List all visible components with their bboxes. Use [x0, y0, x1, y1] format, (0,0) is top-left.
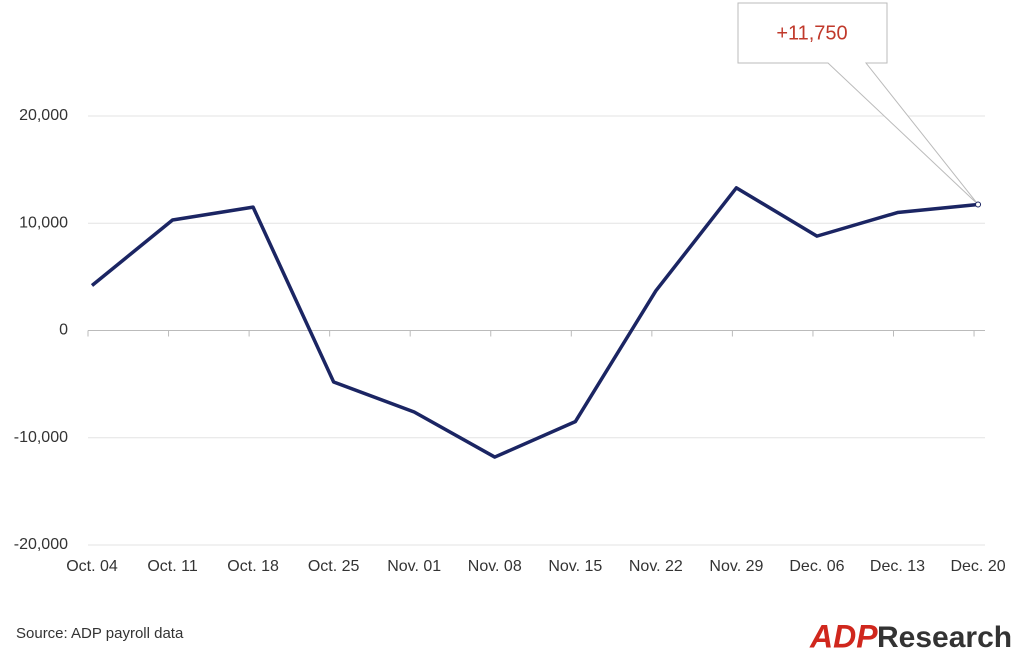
point: [975, 201, 982, 208]
x-tick-label: Oct. 25: [308, 558, 360, 575]
x-tick-label: Nov. 15: [548, 558, 602, 575]
callout-box: [737, 2, 979, 205]
logo-text: Research: [877, 621, 1012, 654]
x-tick-label: Oct. 04: [66, 558, 118, 575]
x-tick-label: Dec. 20: [950, 558, 1005, 575]
source-note: Source: ADP payroll data: [16, 625, 184, 642]
x-tick-label: Nov. 08: [468, 558, 522, 575]
y-tick-label: -10,000: [14, 429, 68, 446]
series-line: [90, 186, 979, 459]
y-tick-label: 20,000: [19, 107, 68, 124]
x-tick-label: Nov. 29: [709, 558, 763, 575]
x-tick-label: Dec. 13: [870, 558, 925, 575]
y-tick-label: 0: [59, 322, 68, 339]
y-tick-label: 10,000: [19, 214, 68, 231]
x-tick-label: Oct. 11: [147, 558, 197, 575]
x-tick-label: Nov. 01: [387, 558, 441, 575]
y-tick-label: -20,000: [14, 536, 68, 553]
logo-brand: ADP: [809, 618, 878, 654]
x-tick-label: Nov. 22: [629, 558, 683, 575]
x-tick-label: Dec. 06: [789, 558, 844, 575]
x-tick-label: Oct. 18: [227, 558, 279, 575]
data-label: +11,750: [776, 22, 847, 44]
